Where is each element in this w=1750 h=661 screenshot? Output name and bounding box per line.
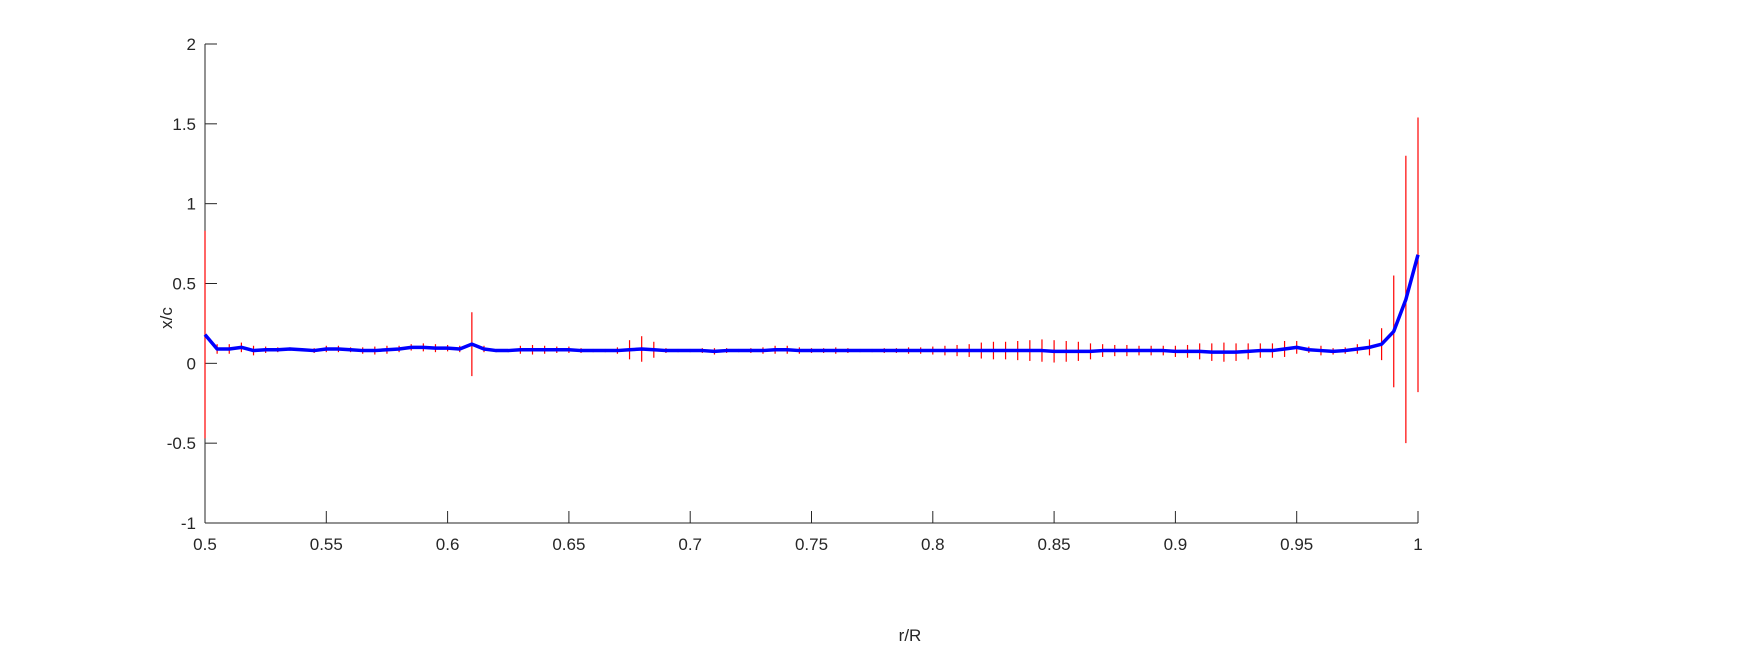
y-tick-label: 1.5	[172, 115, 196, 134]
x-tick-label: 0.5	[193, 535, 217, 554]
data-line	[203, 254, 1420, 354]
y-tick-label: -0.5	[167, 434, 196, 453]
y-tick-label: 2	[187, 35, 196, 54]
y-tick-label: -1	[181, 514, 196, 533]
x-tick-label: 1	[1413, 535, 1422, 554]
y-tick-label: 1	[187, 195, 196, 214]
x-tick-label: 0.85	[1038, 535, 1071, 554]
x-tick-label: 0.8	[921, 535, 945, 554]
y-axis-label: x/c	[157, 307, 176, 329]
x-tick-label: 0.65	[552, 535, 585, 554]
x-tick-label: 0.9	[1164, 535, 1188, 554]
y-tick-label: 0.5	[172, 275, 196, 294]
x-tick-label: 0.95	[1280, 535, 1313, 554]
x-tick-label: 0.75	[795, 535, 828, 554]
x-tick-label: 0.6	[436, 535, 460, 554]
x-tick-label: 0.7	[678, 535, 702, 554]
y-tick-label: 0	[187, 354, 196, 373]
x-tick-label: 0.55	[310, 535, 343, 554]
x-axis-label: r/R	[899, 626, 922, 645]
